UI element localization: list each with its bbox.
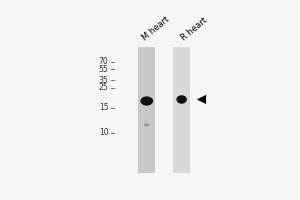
Text: 70: 70	[99, 57, 108, 66]
Text: 10: 10	[99, 128, 108, 137]
Ellipse shape	[140, 96, 153, 106]
Text: 25: 25	[99, 83, 108, 92]
Bar	[173, 47, 190, 173]
Text: 15: 15	[99, 103, 108, 112]
Ellipse shape	[176, 95, 187, 104]
Text: 35: 35	[99, 76, 108, 85]
Text: M heart: M heart	[141, 15, 172, 42]
Text: 55: 55	[99, 65, 108, 74]
Ellipse shape	[144, 123, 150, 126]
Bar	[138, 47, 155, 173]
Text: R heart: R heart	[179, 16, 209, 42]
Polygon shape	[197, 95, 206, 104]
